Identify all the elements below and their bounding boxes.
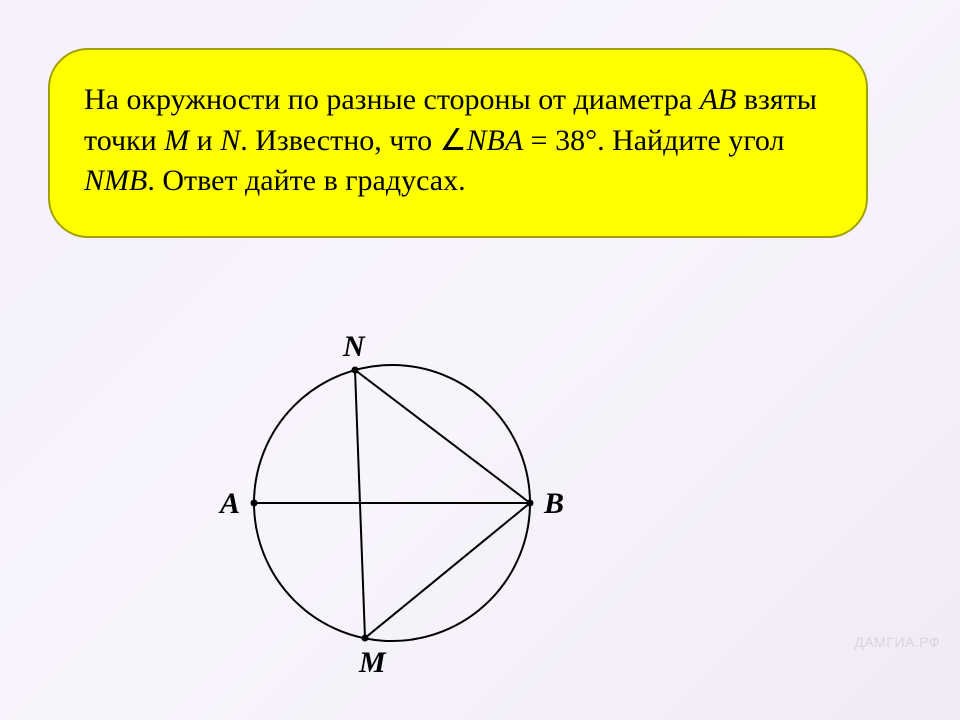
problem-text: На окруж­но­сти по раз­ные сто­ро­ны от … [84,80,832,202]
watermark: ДАМГИА.РФ [854,634,940,650]
svg-text:N: N [342,330,366,363]
svg-text:A: A [218,487,240,520]
svg-text:B: B [543,487,564,520]
svg-text:M: M [358,646,387,678]
problem-box: На окруж­но­сти по раз­ные сто­ро­ны от … [48,48,868,238]
geometry-figure: A B N M [210,308,570,678]
